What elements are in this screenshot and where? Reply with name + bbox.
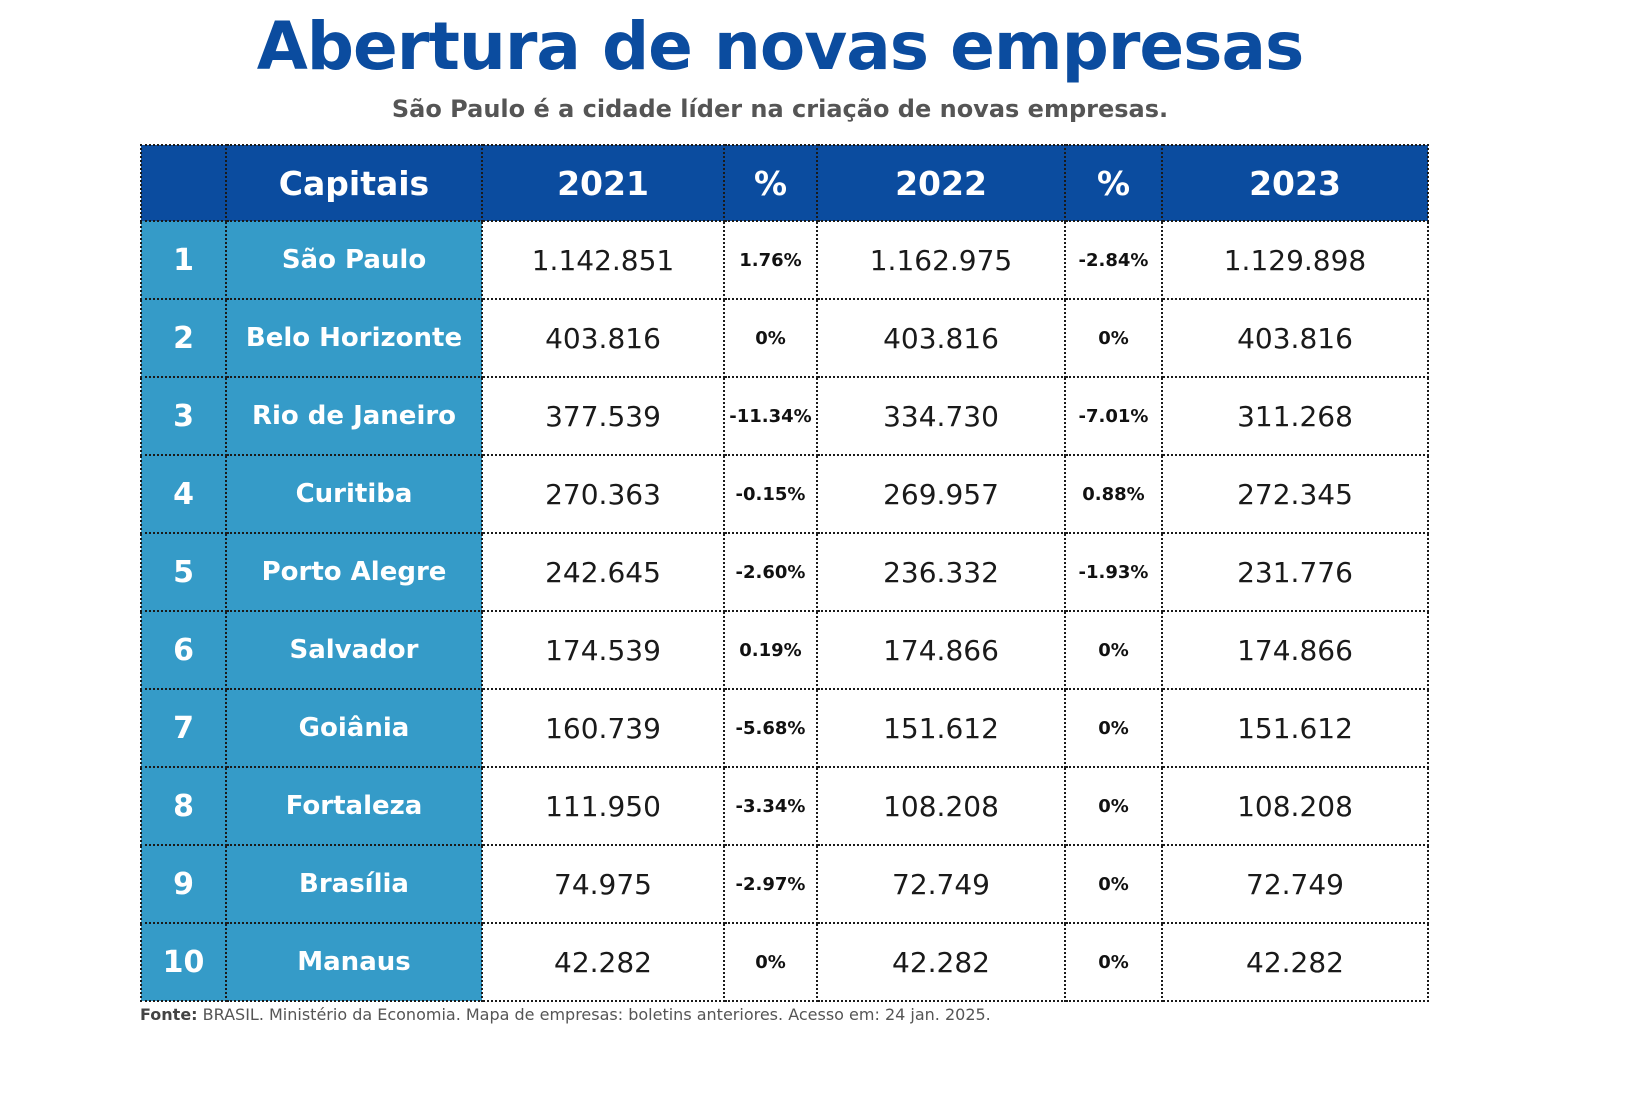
pct-2021-2022-cell: -3.34%	[723, 766, 818, 846]
pct-2021-2022-cell: 0%	[723, 922, 818, 1002]
value-2021-cell: 1.142.851	[481, 220, 725, 300]
pct-2021-2022-cell: 0%	[723, 298, 818, 378]
table-row: 10 Manaus 42.282 0% 42.282 0% 42.282	[140, 922, 1429, 1002]
pct-2022-2023-cell: 0%	[1064, 766, 1163, 846]
rank-cell: 3	[140, 376, 227, 456]
city-cell: Curitiba	[225, 454, 483, 534]
value-2023-cell: 151.612	[1161, 688, 1429, 768]
pct-2022-2023-cell: -2.84%	[1064, 220, 1163, 300]
value-2022-cell: 269.957	[816, 454, 1066, 534]
city-cell: São Paulo	[225, 220, 483, 300]
rank-cell: 1	[140, 220, 227, 300]
value-2021-cell: 160.739	[481, 688, 725, 768]
companies-table: Capitais 2021 % 2022 % 2023 1 São Paulo 1.…	[140, 144, 1429, 1002]
rank-cell: 5	[140, 532, 227, 612]
pct-2021-2022-cell: -2.97%	[723, 844, 818, 924]
pct-2021-2022-cell: -0.15%	[723, 454, 818, 534]
value-2022-cell: 108.208	[816, 766, 1066, 846]
value-2021-cell: 174.539	[481, 610, 725, 690]
header-pct-1: %	[723, 144, 818, 222]
table-row: 3 Rio de Janeiro 377.539 -11.34% 334.730 -7.0…	[140, 376, 1429, 456]
header-2021: 2021	[481, 144, 725, 222]
header-rank	[140, 144, 227, 222]
value-2022-cell: 403.816	[816, 298, 1066, 378]
page-title: Abertura de novas empresas	[256, 8, 1305, 85]
value-2023-cell: 1.129.898	[1161, 220, 1429, 300]
rank-cell: 4	[140, 454, 227, 534]
rank-cell: 10	[140, 922, 227, 1002]
table-row: 1 São Paulo 1.142.851 1.76% 1.162.975 -2.84% 1…	[140, 220, 1429, 300]
value-2022-cell: 236.332	[816, 532, 1066, 612]
pct-2022-2023-cell: 0%	[1064, 922, 1163, 1002]
pct-2021-2022-cell: 1.76%	[723, 220, 818, 300]
value-2023-cell: 72.749	[1161, 844, 1429, 924]
value-2021-cell: 74.975	[481, 844, 725, 924]
rank-cell: 8	[140, 766, 227, 846]
pct-2021-2022-cell: -2.60%	[723, 532, 818, 612]
value-2021-cell: 377.539	[481, 376, 725, 456]
pct-2021-2022-cell: 0.19%	[723, 610, 818, 690]
city-cell: Salvador	[225, 610, 483, 690]
value-2022-cell: 72.749	[816, 844, 1066, 924]
source-label: Fonte:	[140, 1005, 198, 1024]
city-cell: Brasília	[225, 844, 483, 924]
pct-2022-2023-cell: 0%	[1064, 610, 1163, 690]
value-2023-cell: 403.816	[1161, 298, 1429, 378]
value-2023-cell: 42.282	[1161, 922, 1429, 1002]
table-row: 9 Brasília 74.975 -2.97% 72.749 0% 72.749	[140, 844, 1429, 924]
value-2023-cell: 311.268	[1161, 376, 1429, 456]
city-cell: Porto Alegre	[225, 532, 483, 612]
source-text: BRASIL. Ministério da Economia. Mapa de …	[197, 1005, 991, 1024]
table-row: 7 Goiânia 160.739 -5.68% 151.612 0% 151.612	[140, 688, 1429, 768]
table-row: 2 Belo Horizonte 403.816 0% 403.816 0% 403.816	[140, 298, 1429, 378]
table-row: 5 Porto Alegre 242.645 -2.60% 236.332 -1.93% 2…	[140, 532, 1429, 612]
value-2021-cell: 403.816	[481, 298, 725, 378]
city-cell: Fortaleza	[225, 766, 483, 846]
rank-cell: 7	[140, 688, 227, 768]
value-2023-cell: 272.345	[1161, 454, 1429, 534]
value-2021-cell: 242.645	[481, 532, 725, 612]
city-cell: Belo Horizonte	[225, 298, 483, 378]
pct-2022-2023-cell: -1.93%	[1064, 532, 1163, 612]
pct-2022-2023-cell: 0%	[1064, 844, 1163, 924]
value-2021-cell: 270.363	[481, 454, 725, 534]
pct-2022-2023-cell: 0.88%	[1064, 454, 1163, 534]
city-cell: Goiânia	[225, 688, 483, 768]
page-subtitle: São Paulo é a cidade líder na criação de…	[391, 95, 1169, 123]
rank-cell: 9	[140, 844, 227, 924]
table-row: 8 Fortaleza 111.950 -3.34% 108.208 0% 108.208	[140, 766, 1429, 846]
pct-2022-2023-cell: -7.01%	[1064, 376, 1163, 456]
value-2022-cell: 174.866	[816, 610, 1066, 690]
table-row: 4 Curitiba 270.363 -0.15% 269.957 0.88% 272.34…	[140, 454, 1429, 534]
value-2023-cell: 174.866	[1161, 610, 1429, 690]
header-pct-2: %	[1064, 144, 1163, 222]
value-2021-cell: 111.950	[481, 766, 725, 846]
header-capitais: Capitais	[225, 144, 483, 222]
value-2023-cell: 108.208	[1161, 766, 1429, 846]
pct-2022-2023-cell: 0%	[1064, 688, 1163, 768]
pct-2021-2022-cell: -11.34%	[723, 376, 818, 456]
value-2022-cell: 1.162.975	[816, 220, 1066, 300]
table-row: 6 Salvador 174.539 0.19% 174.866 0% 174.866	[140, 610, 1429, 690]
table-header-row: Capitais 2021 % 2022 % 2023	[140, 144, 1429, 222]
source-note: Fonte: BRASIL. Ministério da Economia. M…	[140, 1005, 991, 1024]
pct-2022-2023-cell: 0%	[1064, 298, 1163, 378]
header-2022: 2022	[816, 144, 1066, 222]
value-2023-cell: 231.776	[1161, 532, 1429, 612]
header-2023: 2023	[1161, 144, 1429, 222]
rank-cell: 6	[140, 610, 227, 690]
city-cell: Manaus	[225, 922, 483, 1002]
pct-2021-2022-cell: -5.68%	[723, 688, 818, 768]
value-2021-cell: 42.282	[481, 922, 725, 1002]
value-2022-cell: 334.730	[816, 376, 1066, 456]
rank-cell: 2	[140, 298, 227, 378]
value-2022-cell: 151.612	[816, 688, 1066, 768]
value-2022-cell: 42.282	[816, 922, 1066, 1002]
city-cell: Rio de Janeiro	[225, 376, 483, 456]
